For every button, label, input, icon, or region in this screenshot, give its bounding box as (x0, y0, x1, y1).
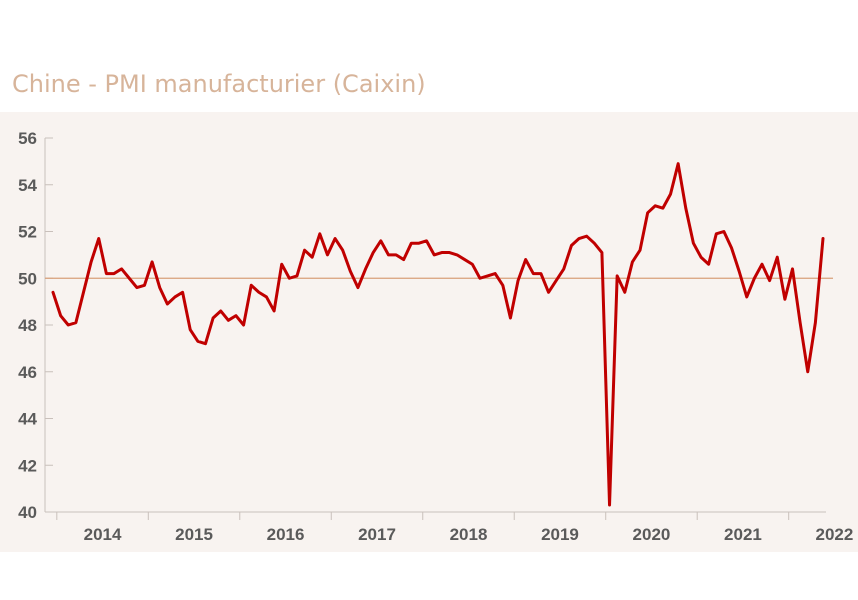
x-tick-label: 2015 (175, 525, 213, 544)
y-tick-label: 42 (18, 456, 37, 475)
y-tick-label: 54 (18, 176, 37, 195)
y-tick-label: 48 (18, 316, 37, 335)
y-tick-label: 56 (18, 129, 37, 148)
y-tick-label: 46 (18, 363, 37, 382)
axes (44, 137, 826, 520)
x-tick-label: 2019 (541, 525, 579, 544)
y-tick-label: 50 (18, 269, 37, 288)
x-tick-label: 2020 (633, 525, 671, 544)
tick-labels: 40 42 44 46 48 50 52 54 56 2014 2015 2016 2017 2018 20… (18, 129, 853, 544)
x-tick-label: 2018 (450, 525, 488, 544)
y-tick-label: 44 (18, 410, 37, 429)
chart-title: Chine - PMI manufacturier (Caixin) (12, 70, 426, 98)
x-tick-label: 2022 (816, 525, 854, 544)
plot-area (0, 112, 858, 552)
series-group (51, 162, 825, 507)
y-tick-label: 52 (18, 223, 37, 242)
x-tick-label: 2017 (358, 525, 396, 544)
x-tick-label: 2016 (267, 525, 305, 544)
y-tick-label: 40 (18, 503, 37, 522)
x-tick-label: 2014 (84, 525, 122, 544)
x-tick-label: 2021 (724, 525, 762, 544)
series-line (51, 162, 825, 507)
